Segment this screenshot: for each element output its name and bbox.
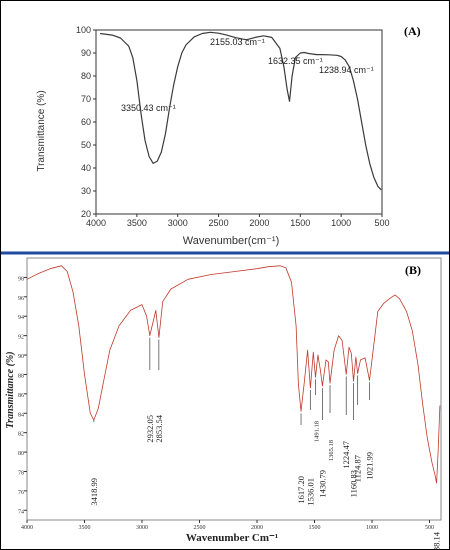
panel-b-peak-label: 438.14 (432, 531, 442, 550)
panel-b-peak-label: 3418.99 (89, 478, 99, 506)
panel-b-x-tick-label: 3000 (136, 525, 148, 531)
panel-b-y-tick-label: 86 (18, 393, 24, 399)
panel-b-x-tick-label: 4000 (21, 525, 33, 531)
panel-a-x-tick-label: 2000 (249, 218, 269, 228)
panel-a-y-tick-label: 70 (81, 94, 91, 104)
panel-a-y-tick-label: 90 (81, 48, 91, 58)
panel-a-x-tick-label: 2500 (209, 218, 229, 228)
panel-b-peak-label: 1124.87 (353, 455, 363, 482)
panel-b-y-tick-label: 82 (18, 432, 24, 438)
panel-b-peak-label: 1491.18 (314, 421, 321, 442)
panel-a-y-tick-label: 80 (81, 71, 91, 81)
panel-a-spectrum-line (100, 31, 382, 191)
panel-b-y-tick-label: 94 (18, 315, 24, 321)
panel-a-y-tick-label: 40 (81, 163, 91, 173)
panel-b-y-tick-label: 84 (18, 412, 24, 418)
panel-b-peak-label: 1617.20 (296, 476, 306, 504)
panel-a-x-tick-label: 4000 (86, 218, 106, 228)
panel-b-y-tick-label: 80 (18, 451, 24, 457)
panel-b-y-tick-label: 92 (18, 335, 24, 341)
panel-a-chart: (A) Transmittance (%) Wavenumber(cm⁻¹) 4… (36, 24, 421, 247)
panel-a-x-tick-label: 3000 (168, 218, 188, 228)
panel-a-peak-label: 1632.35 cm⁻¹ (268, 56, 323, 66)
panel-b-x-tick-label: 500 (425, 525, 434, 531)
panel-b-peak-label: 1430.79 (317, 470, 327, 498)
panel-a-x-tick-label: 3500 (127, 218, 147, 228)
panel-b-label: (B) (405, 263, 421, 277)
panel-b-y-tick-label: 76 (18, 490, 24, 496)
panel-b-peak-label: 1021.99 (364, 452, 374, 480)
panel-b-plot-frame (26, 257, 442, 521)
panel-b-y-tick-label: 88 (18, 373, 24, 379)
panel-b-x-tick-label: 2000 (251, 525, 263, 531)
panel-b-x-tick-label: 2500 (194, 525, 206, 531)
panel-b-peak-label: 1536.01 (305, 478, 315, 506)
panel-a-peak-label: 1238.94 cm⁻¹ (319, 65, 374, 75)
panel-b-peak-label: 1224.47 (341, 441, 351, 469)
panel-a-y-axis-label: Transmittance (%) (36, 90, 47, 171)
panel-b-y-tick-label: 74 (18, 509, 24, 515)
panel-b-chart: (B) Transmittance (%) Wavenumber Cm⁻¹ 40… (5, 257, 442, 550)
panel-b-peak-label: 1160.83 (348, 470, 358, 497)
panel-b-y-tick-label: 78 (18, 470, 24, 476)
panel-b-peak-label: 1365.18 (328, 440, 335, 461)
panel-b-x-tick-label: 3500 (79, 525, 91, 531)
panel-a-x-axis-label: Wavenumber(cm⁻¹) (183, 235, 279, 247)
panel-b-y-tick-label: 96 (18, 296, 24, 302)
panel-a-peak-label: 2155.03 cm⁻¹ (210, 37, 265, 47)
panel-b-y-axis-label: Transmittance (%) (5, 351, 16, 428)
panel-a-y-tick-label: 30 (81, 186, 91, 196)
panel-a-x-tick-label: 500 (374, 218, 389, 228)
panel-b-peak-label: 2932.05 (145, 415, 155, 443)
panel-b-y-tick-label: 98 (18, 276, 24, 282)
panel-a-y-tick-label: 100 (76, 25, 91, 35)
panel-b-x-tick-label: 1000 (366, 525, 378, 531)
panel-b-x-axis-label: Wavenumber Cm⁻¹ (186, 532, 278, 544)
panel-a-peak-label: 3350.43 cm⁻¹ (121, 103, 176, 113)
panel-a-y-tick-label: 50 (81, 140, 91, 150)
panel-b-x-tick-label: 1500 (309, 525, 321, 531)
panel-a-y-tick-label: 60 (81, 117, 91, 127)
panel-b-peak-label: 2853.54 (154, 414, 164, 442)
panel-a-x-tick-label: 1500 (290, 218, 310, 228)
panel-b-y-tick-label: 90 (18, 354, 24, 360)
panel-a-x-tick-label: 1000 (331, 218, 351, 228)
panel-a-label: (A) (404, 24, 421, 38)
panel-b-spectrum-line (26, 265, 441, 484)
panel-a-y-tick-label: 20 (81, 209, 91, 219)
